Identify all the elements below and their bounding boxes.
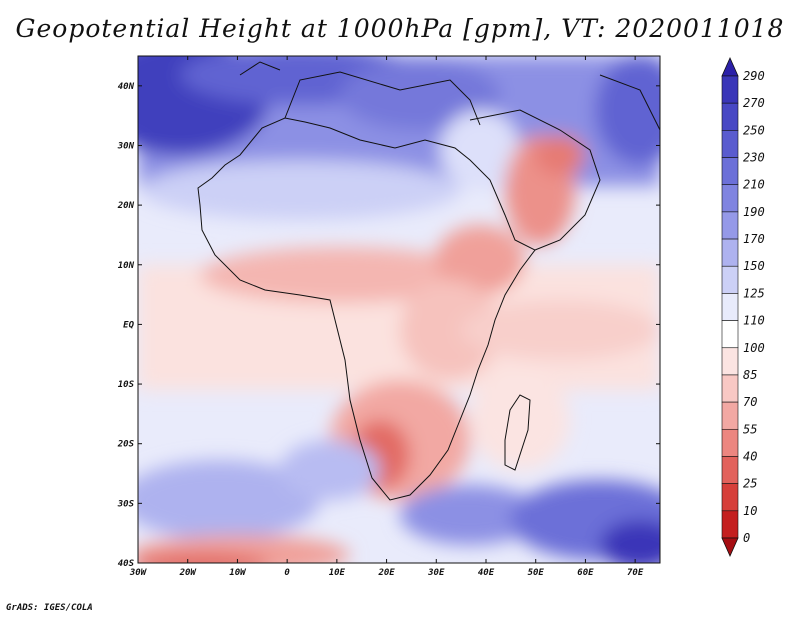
lon-tick-label: 10E [329,568,346,578]
colorbar-swatch [721,483,739,512]
colorbar-label: 55 [743,422,757,436]
colorbar-label: 40 [743,449,757,463]
lat-tick-label: EQ [123,320,134,330]
colorbar-label: 150 [743,259,765,273]
colorbar-label: 270 [743,96,765,110]
lat-tick-label: 10N [118,261,135,271]
colorbar-label: 210 [743,178,765,192]
colorbar-label: 70 [743,395,757,409]
lat-tick-label: 30N [117,141,135,151]
colorbar-swatch [721,157,739,186]
colorbar-swatch [721,510,739,539]
lat-tick-label: 20S [117,440,135,450]
axis-ticks: 30W 20W 10W 0 10E 20E 30E 40E 50E 60E 70E 40N 30N 20N… [117,56,660,578]
chart-title: Geopotential Height at 1000hPa [gpm], VT… [15,14,785,43]
colorbar-swatch [721,130,739,158]
colorbar-label: 85 [743,368,757,382]
lon-tick-label: 50E [528,568,545,578]
lon-tick-label: 30E [427,568,445,578]
colorbar-label: 230 [743,151,765,165]
height-field [138,56,660,563]
colorbar-swatch [721,211,739,240]
lon-tick-label: 30W [129,568,148,578]
colorbar-swatch [721,401,739,430]
colorbar-swatch [721,428,739,457]
colorbar-swatch [721,374,739,403]
colorbar-swatch [721,456,739,484]
colorbar-swatch [721,238,739,267]
lat-tick-label: 20N [117,201,135,211]
colorbar-label: 0 [743,531,750,545]
colorbar-label: 10 [743,504,757,518]
colorbar-swatch [721,102,739,131]
map-frame [137,55,661,564]
colorbar: 2902702502302101901701501251101008570554… [721,57,765,557]
lon-tick-label: 0 [284,568,290,578]
lon-tick-label: 20W [179,568,198,578]
lat-tick-label: 40S [118,559,135,569]
colorbar-arrow-bottom [721,537,739,557]
colorbar-label: 125 [743,286,765,300]
colorbar-label: 170 [743,232,765,246]
lon-tick-label: 60E [577,568,594,578]
colorbar-label: 190 [743,205,765,219]
colorbar-label: 25 [743,477,757,491]
colorbar-label: 110 [743,314,765,328]
lon-tick-label: 70E [627,568,644,578]
footer-credit: GrADS: IGES/COLA [6,603,93,613]
colorbar-swatch [721,293,739,321]
coastlines [197,61,660,501]
lon-tick-label: 20E [377,568,395,578]
colorbar-label: 100 [743,341,765,355]
lat-tick-label: 40N [118,82,135,92]
colorbar-swatch [721,347,739,376]
colorbar-label: 290 [743,69,765,83]
colorbar-swatch [721,320,739,349]
lat-tick-label: 30S [117,499,135,509]
colorbar-arrow-top [721,57,739,77]
lon-tick-label: 40E [478,568,495,578]
lon-tick-label: 10W [229,568,247,578]
colorbar-label: 250 [743,123,765,137]
colorbar-swatch [721,75,739,104]
colorbar-swatch [721,184,739,213]
colorbar-swatch [721,265,739,294]
lat-tick-label: 10S [118,380,135,390]
